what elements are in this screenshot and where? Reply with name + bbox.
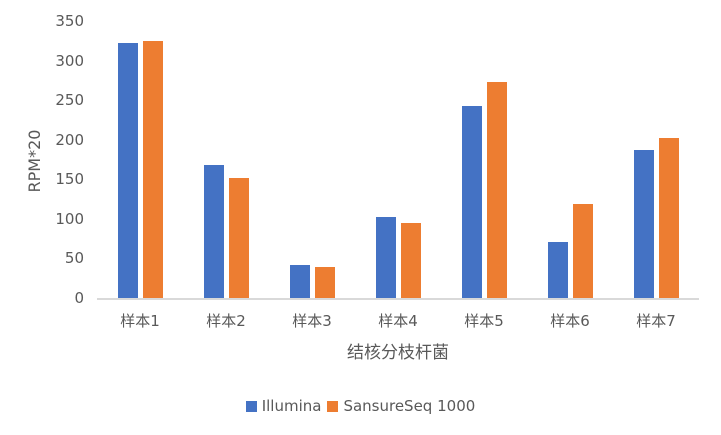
- x-tick-label: 样本6: [550, 312, 590, 330]
- x-tick-label: 样本1: [120, 312, 160, 330]
- bar-illumina: [117, 43, 138, 299]
- bar-illumina: [203, 165, 224, 299]
- bar-sansureseq: [658, 138, 679, 299]
- bar-illumina: [633, 150, 654, 299]
- y-tick-label: 200: [55, 130, 84, 149]
- bar-illumina: [461, 105, 482, 299]
- y-tick-label: 300: [55, 51, 84, 70]
- bar-sansureseq: [142, 40, 163, 299]
- y-tick-label: 250: [55, 91, 84, 110]
- y-tick-label: 150: [55, 170, 84, 189]
- legend-item-illumina: Illumina: [245, 397, 322, 415]
- bar-illumina: [375, 216, 396, 299]
- y-tick-label: 350: [55, 12, 84, 30]
- x-axis-line: [97, 298, 699, 300]
- x-tick-label: 样本4: [378, 312, 418, 330]
- legend-swatch-sansureseq: [327, 400, 339, 412]
- bar-sansureseq: [314, 267, 335, 299]
- legend-label-illumina: Illumina: [261, 397, 322, 415]
- x-tick-label: 样本5: [464, 312, 504, 330]
- bar-sansureseq: [228, 177, 249, 299]
- x-tick-label: 样本7: [636, 312, 676, 330]
- legend-item-sansureseq: SansureSeq 1000: [327, 397, 475, 415]
- y-tick-label: 100: [55, 209, 84, 228]
- bar-illumina: [547, 242, 568, 299]
- y-axis-title: RPM*20: [25, 129, 44, 193]
- bar-illumina: [289, 264, 310, 299]
- x-axis-title: 结核分枝杆菌: [347, 343, 449, 363]
- y-tick-label: 50: [64, 249, 84, 268]
- x-tick-label: 样本3: [292, 312, 332, 330]
- legend-label-sansureseq: SansureSeq 1000: [343, 397, 476, 415]
- x-tick-label: 样本2: [206, 312, 246, 330]
- bar-sansureseq: [486, 82, 507, 299]
- legend: Illumina SansureSeq 1000: [0, 397, 721, 415]
- legend-swatch-illumina: [245, 400, 257, 412]
- y-tick-label: 0: [74, 289, 84, 307]
- bar-sansureseq: [572, 204, 593, 299]
- bar-sansureseq: [400, 223, 421, 299]
